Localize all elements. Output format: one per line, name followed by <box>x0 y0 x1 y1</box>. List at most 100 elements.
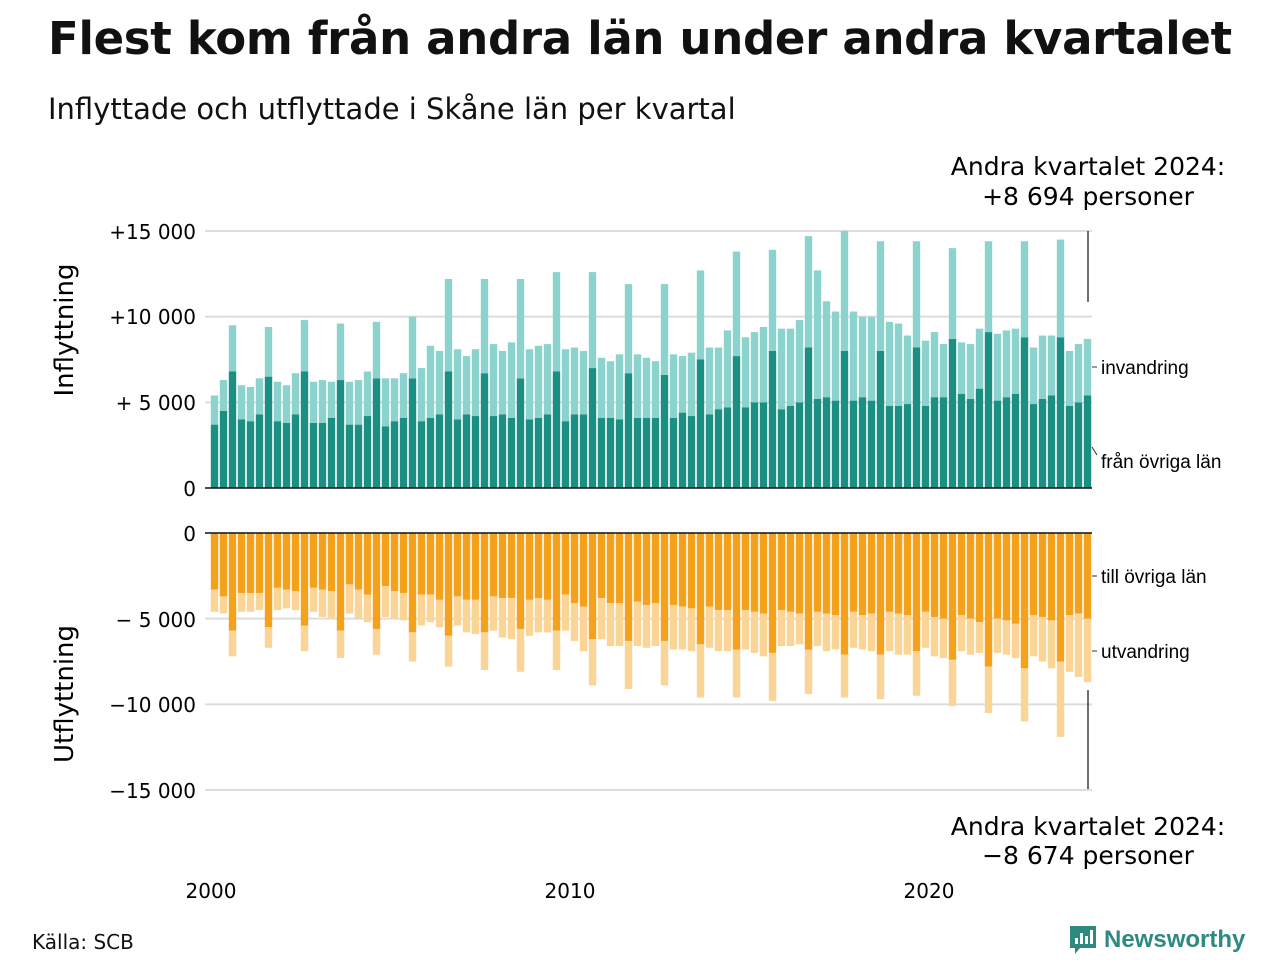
bar-till-ovriga-lan <box>1065 533 1074 616</box>
bar-invandring <box>957 342 966 394</box>
bar-utvandring <box>678 606 687 650</box>
bar-fran-ovriga-lan <box>858 397 867 488</box>
bar-fran-ovriga-lan <box>246 421 255 488</box>
bar-fran-ovriga-lan <box>993 400 1002 488</box>
bar-fran-ovriga-lan <box>282 422 291 488</box>
annotation-inflow: Andra kvartalet 2024: +8 694 personer <box>951 152 1225 302</box>
series-label-till-ovriga-lan: till övriga län <box>1101 567 1207 588</box>
bar-fran-ovriga-lan <box>327 417 336 488</box>
bar-till-ovriga-lan <box>687 533 696 609</box>
series-label-utvandring: utvandring <box>1101 642 1190 663</box>
bar-till-ovriga-lan <box>381 533 390 587</box>
bar-invandring <box>1065 350 1074 406</box>
annotation-line: Andra kvartalet 2024: <box>951 812 1225 841</box>
bar-till-ovriga-lan <box>1056 533 1065 662</box>
y-tick-label: − 5 000 <box>116 608 196 632</box>
bar-till-ovriga-lan <box>696 533 705 645</box>
bar-utvandring <box>219 596 228 614</box>
bar-fran-ovriga-lan <box>498 414 507 488</box>
bar-fran-ovriga-lan <box>948 338 957 488</box>
y-tick-label: + 5 000 <box>116 391 196 415</box>
bar-till-ovriga-lan <box>768 533 777 653</box>
bar-till-ovriga-lan <box>507 533 516 599</box>
bar-invandring <box>984 241 993 333</box>
bar-fran-ovriga-lan <box>687 416 696 488</box>
bar-invandring <box>786 328 795 406</box>
bar-invandring <box>849 311 858 401</box>
bar-invandring <box>273 381 282 422</box>
bar-invandring <box>282 385 291 423</box>
bar-invandring <box>939 344 948 398</box>
bar-utvandring <box>759 613 768 657</box>
bar-fran-ovriga-lan <box>930 397 939 488</box>
bar-utvandring <box>993 618 1002 653</box>
bar-fran-ovriga-lan <box>291 414 300 488</box>
bar-fran-ovriga-lan <box>642 417 651 488</box>
bar-utvandring <box>417 594 426 626</box>
x-tick-label: 2020 <box>904 879 955 903</box>
bar-fran-ovriga-lan <box>210 424 219 488</box>
bar-till-ovriga-lan <box>804 533 813 650</box>
bar-invandring <box>255 378 264 415</box>
annotation-line: −8 674 personer <box>982 841 1195 870</box>
bar-fran-ovriga-lan <box>462 414 471 488</box>
bar-till-ovriga-lan <box>516 533 525 629</box>
bar-utvandring <box>732 649 741 698</box>
bar-invandring <box>705 347 714 415</box>
bar-utvandring <box>237 592 246 612</box>
bar-utvandring <box>687 608 696 652</box>
bar-utvandring <box>813 611 822 647</box>
bar-invandring <box>633 354 642 418</box>
bar-fran-ovriga-lan <box>480 373 489 488</box>
bar-invandring <box>678 356 687 413</box>
bar-till-ovriga-lan <box>741 533 750 611</box>
inflow-y-ticks: 0 + 5 000 +10 000 +15 000 <box>109 220 196 501</box>
bar-till-ovriga-lan <box>993 533 1002 619</box>
bar-utvandring <box>849 611 858 648</box>
bar-invandring <box>669 354 678 418</box>
bar-till-ovriga-lan <box>363 533 372 595</box>
bar-till-ovriga-lan <box>273 533 282 588</box>
bar-utvandring <box>282 589 291 609</box>
bar-invandring <box>777 328 786 410</box>
bar-utvandring <box>795 613 804 645</box>
bar-invandring <box>246 386 255 422</box>
bar-utvandring <box>903 615 912 655</box>
bar-invandring <box>804 236 813 348</box>
bar-invandring <box>912 241 921 348</box>
bar-fran-ovriga-lan <box>1002 397 1011 488</box>
bar-utvandring <box>597 598 606 640</box>
bar-fran-ovriga-lan <box>633 417 642 488</box>
bar-invandring <box>867 316 876 401</box>
bar-fran-ovriga-lan <box>228 371 237 488</box>
bar-utvandring <box>840 654 849 698</box>
bar-utvandring <box>822 613 831 652</box>
bar-till-ovriga-lan <box>633 533 642 602</box>
y-tick-label: +10 000 <box>109 305 196 329</box>
bar-fran-ovriga-lan <box>309 422 318 488</box>
bar-till-ovriga-lan <box>813 533 822 612</box>
bar-utvandring <box>984 666 993 713</box>
bar-till-ovriga-lan <box>282 533 291 590</box>
bar-invandring <box>1020 241 1029 338</box>
bar-utvandring <box>696 644 705 698</box>
bar-fran-ovriga-lan <box>615 419 624 488</box>
bar-till-ovriga-lan <box>849 533 858 612</box>
bar-fran-ovriga-lan <box>624 373 633 488</box>
bar-invandring <box>237 385 246 420</box>
y-axis-label-outflow: Utflyttning <box>50 625 80 763</box>
bar-till-ovriga-lan <box>453 533 462 597</box>
bar-fran-ovriga-lan <box>597 417 606 488</box>
bar-till-ovriga-lan <box>1047 533 1056 621</box>
bar-invandring <box>534 345 543 418</box>
bar-invandring <box>858 316 867 398</box>
bar-invandring <box>606 361 615 418</box>
bar-till-ovriga-lan <box>264 533 273 628</box>
bar-till-ovriga-lan <box>345 533 354 585</box>
bar-utvandring <box>363 594 372 623</box>
bar-till-ovriga-lan <box>498 533 507 599</box>
bar-utvandring <box>435 599 444 628</box>
bar-invandring <box>624 284 633 374</box>
bar-utvandring <box>399 592 408 621</box>
bar-utvandring <box>309 587 318 612</box>
